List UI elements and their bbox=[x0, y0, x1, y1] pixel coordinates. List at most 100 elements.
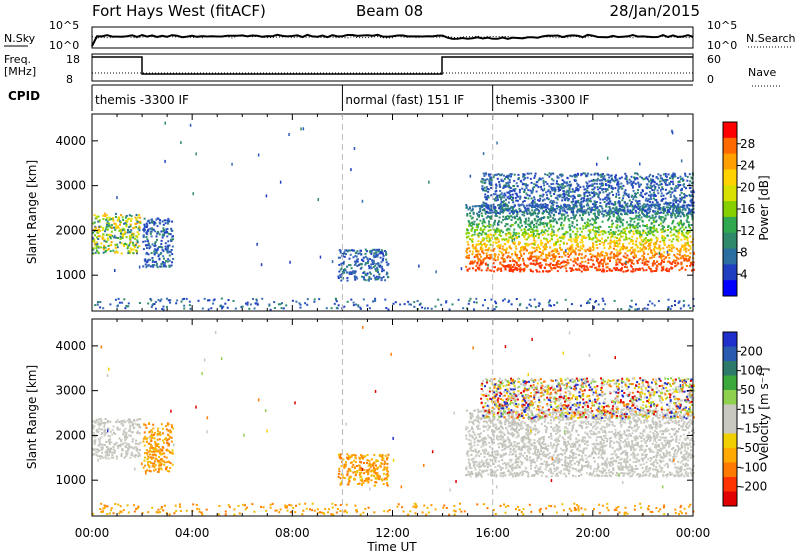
scatter-cell bbox=[496, 177, 499, 180]
scatter-cell bbox=[501, 245, 504, 248]
scatter-cell bbox=[663, 230, 666, 233]
scatter-cell bbox=[618, 225, 621, 228]
scatter-cell bbox=[574, 241, 577, 244]
scatter-cell bbox=[380, 279, 383, 282]
scatter-cell bbox=[117, 237, 119, 239]
scatter-cell bbox=[506, 232, 509, 235]
scatter-cell bbox=[621, 224, 624, 227]
scatter-cell bbox=[97, 215, 100, 218]
scatter-cell bbox=[481, 229, 484, 232]
scatter-cell bbox=[508, 236, 511, 239]
scatter-cell bbox=[666, 202, 669, 205]
scatter-cell bbox=[367, 259, 370, 262]
scatter-cell bbox=[612, 231, 615, 234]
scatter-cell bbox=[97, 301, 100, 303]
scatter-cell bbox=[632, 230, 635, 233]
scatter-cell bbox=[572, 216, 575, 219]
scatter-cell bbox=[565, 197, 568, 200]
scatter-cell bbox=[608, 217, 610, 220]
scatter-cell bbox=[111, 454, 114, 457]
scatter-cell bbox=[614, 255, 617, 257]
scatter-cell bbox=[637, 207, 640, 210]
freq-tick-top: 18 bbox=[66, 53, 80, 66]
scatter-cell bbox=[358, 252, 361, 255]
scatter-cell bbox=[96, 236, 98, 239]
scatter-cell bbox=[470, 217, 473, 220]
scatter-cell bbox=[500, 173, 503, 176]
scatter-cell bbox=[603, 197, 606, 200]
scatter-cell bbox=[587, 258, 590, 261]
scatter-cell bbox=[595, 218, 597, 221]
scatter-cell bbox=[616, 245, 619, 248]
scatter-cell bbox=[550, 199, 553, 202]
scatter-cell bbox=[653, 270, 656, 272]
scatter-cell bbox=[651, 185, 654, 188]
scatter-cell bbox=[98, 418, 101, 421]
scatter-cell bbox=[513, 243, 516, 245]
scatter-cell bbox=[342, 253, 344, 255]
scatter-cell bbox=[156, 232, 159, 235]
scatter-cell bbox=[616, 258, 619, 261]
scatter-cell bbox=[680, 159, 683, 163]
scatter-cell bbox=[583, 256, 586, 259]
scatter-cell bbox=[537, 246, 540, 249]
scatter-cell bbox=[485, 237, 488, 240]
scatter-cell bbox=[131, 421, 134, 424]
scatter-cell bbox=[510, 218, 513, 221]
scatter-cell bbox=[524, 183, 527, 186]
scatter-cell bbox=[167, 299, 170, 302]
scatter-cell bbox=[371, 249, 373, 253]
scatter-cell bbox=[659, 255, 662, 257]
scatter-cell bbox=[653, 249, 656, 252]
scatter-cell bbox=[280, 307, 283, 310]
scatter-cell bbox=[138, 432, 141, 435]
scatter-cell bbox=[104, 418, 107, 420]
scatter-cell bbox=[502, 180, 505, 183]
scatter-cell bbox=[538, 210, 541, 213]
scatter-cell bbox=[659, 217, 662, 220]
scatter-cell bbox=[613, 267, 616, 270]
scatter-cell bbox=[646, 200, 649, 203]
scatter-cell bbox=[133, 419, 136, 422]
scatter-cell bbox=[533, 239, 536, 242]
scatter-cell bbox=[106, 228, 109, 231]
scatter-cell bbox=[617, 211, 619, 213]
scatter-cell bbox=[668, 246, 671, 249]
scatter-cell bbox=[469, 260, 472, 263]
scatter-cell bbox=[392, 302, 395, 305]
scatter-cell bbox=[268, 303, 271, 306]
scatter-cell bbox=[506, 175, 509, 178]
scatter-cell bbox=[124, 435, 127, 438]
scatter-cell bbox=[497, 253, 500, 256]
scatter-cell bbox=[349, 253, 352, 256]
scatter-cell bbox=[169, 301, 171, 304]
scatter-cell bbox=[689, 195, 692, 198]
scatter-cell bbox=[668, 253, 671, 256]
scatter-cell bbox=[572, 260, 575, 263]
scatter-cell bbox=[594, 226, 597, 229]
scatter-cell bbox=[672, 172, 675, 175]
scatter-cell bbox=[595, 192, 598, 195]
scatter-cell bbox=[477, 260, 480, 263]
scatter-cell bbox=[506, 215, 509, 218]
scatter-cell bbox=[617, 268, 620, 271]
scatter-cell bbox=[535, 226, 538, 229]
nsky-label: N.Sky bbox=[4, 32, 36, 45]
scatter-cell bbox=[597, 234, 600, 237]
scatter-cell bbox=[619, 217, 622, 220]
scatter-cell bbox=[636, 191, 639, 194]
scatter-cell bbox=[153, 248, 156, 251]
scatter-cell bbox=[583, 237, 586, 239]
scatter-cell bbox=[475, 225, 478, 228]
scatter-cell bbox=[645, 212, 648, 214]
scatter-cell bbox=[540, 222, 543, 225]
scatter-cell bbox=[110, 456, 113, 459]
scatter-cell bbox=[692, 305, 695, 307]
scatter-cell bbox=[530, 181, 533, 184]
scatter-cell bbox=[98, 235, 101, 238]
scatter-cell bbox=[618, 186, 621, 189]
scatter-cell bbox=[591, 183, 594, 186]
scatter-cell bbox=[522, 259, 525, 262]
scatter-cell bbox=[686, 265, 688, 267]
scatter-cell bbox=[160, 298, 163, 301]
